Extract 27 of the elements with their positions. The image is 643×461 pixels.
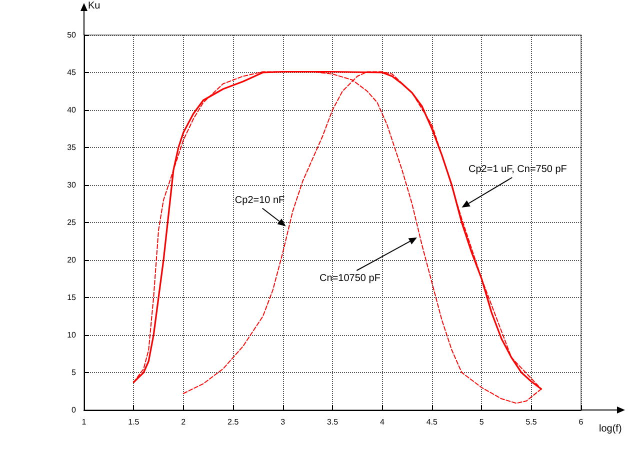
annotation: Cn=10750 pF (320, 273, 380, 284)
x-tick-label: 5 (479, 418, 484, 426)
y-tick-label: 20 (67, 256, 77, 264)
x-tick-label: 4 (380, 418, 385, 426)
annotation: Cp2=10 nF (234, 194, 285, 206)
y-tick-label: 40 (67, 106, 77, 114)
y-tick-label: 0 (72, 406, 77, 414)
x-tick-label: 1 (82, 418, 87, 426)
annotation: Cp2=1 uF, Cn=750 pF (468, 164, 567, 175)
y-tick-label: 10 (67, 330, 77, 340)
x-tick-label: 2.5 (228, 418, 240, 426)
x-tick-label: 1.5 (128, 418, 140, 426)
y-tick-label: 15 (67, 293, 77, 302)
x-axis-title: log(f) (599, 424, 622, 434)
y-axis-title: Ku (88, 0, 100, 12)
x-tick-label: 2 (181, 418, 186, 426)
y-tick-label: 30 (67, 180, 77, 190)
y-tick-label: 45 (67, 68, 77, 77)
y-tick-label: 5 (72, 368, 77, 377)
x-tick-label: 3 (280, 418, 286, 426)
x-tick-label: 3.5 (326, 418, 339, 426)
x-tick-label: 4.5 (426, 418, 438, 426)
x-tick-label: 6 (578, 418, 584, 426)
y-tick-label: 50 (67, 30, 77, 40)
x-tick-label: 5.5 (526, 418, 538, 426)
y-tick-label: 35 (67, 143, 77, 152)
y-tick-label: 25 (67, 218, 77, 227)
